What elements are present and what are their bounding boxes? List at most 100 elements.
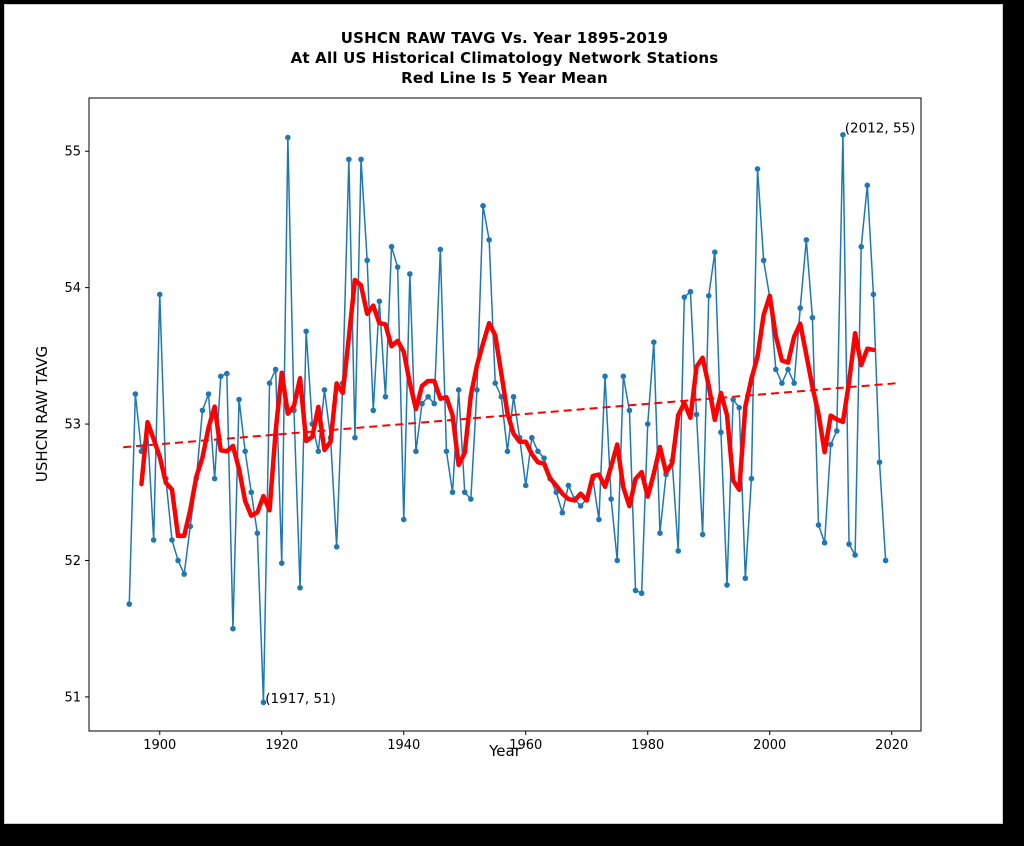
data-point — [742, 575, 749, 582]
data-point — [126, 601, 133, 607]
data-point — [504, 448, 511, 455]
data-point — [559, 509, 566, 516]
data-point — [821, 539, 828, 546]
point-annotation: (1917, 51) — [265, 691, 336, 707]
data-point — [785, 366, 791, 373]
data-point — [156, 291, 163, 298]
chart-title: USHCN RAW TAVG Vs. Year 1895-2019 At All… — [5, 28, 1004, 88]
y-tick-label: 54 — [64, 281, 81, 296]
data-point — [199, 407, 206, 414]
x-tick-label: 1920 — [265, 738, 298, 753]
data-point — [858, 243, 865, 250]
data-point — [602, 373, 608, 380]
data-point — [248, 489, 255, 496]
x-tick-label: 2020 — [875, 738, 908, 753]
data-point — [455, 387, 462, 393]
data-point — [352, 434, 358, 441]
data-point — [681, 294, 688, 300]
plot-frame — [88, 97, 922, 732]
data-point — [224, 370, 230, 377]
data-point — [242, 448, 248, 455]
data-point — [675, 548, 682, 554]
data-point — [278, 560, 285, 566]
data-point — [437, 246, 444, 253]
x-tick-label: 1940 — [387, 738, 420, 753]
data-point — [730, 396, 736, 403]
data-point — [815, 522, 822, 528]
data-point — [748, 475, 755, 482]
data-point — [181, 571, 187, 577]
data-point — [333, 544, 340, 550]
data-point — [443, 448, 450, 455]
x-tick-label: 1960 — [509, 738, 542, 753]
data-point — [541, 455, 547, 461]
data-point — [303, 328, 309, 335]
data-point — [486, 237, 492, 243]
data-point — [266, 380, 273, 386]
data-point — [779, 380, 785, 386]
y-tick-label: 53 — [64, 418, 81, 433]
data-point — [876, 459, 883, 466]
y-tick-label: 51 — [64, 690, 81, 705]
data-point — [236, 396, 242, 403]
data-point — [699, 531, 706, 538]
data-point — [724, 582, 730, 588]
data-point — [712, 249, 718, 255]
data-point — [346, 156, 352, 163]
data-point — [736, 404, 743, 411]
data-point — [419, 400, 425, 407]
five-year-mean-line — [139, 277, 876, 539]
data-point — [809, 314, 816, 321]
data-point — [364, 257, 370, 264]
data-point — [644, 421, 651, 427]
data-point — [260, 699, 267, 706]
data-point — [474, 387, 480, 393]
data-point — [626, 407, 633, 414]
data-point — [468, 496, 474, 502]
data-point — [693, 411, 700, 418]
data-point — [577, 503, 584, 509]
y-tick-label: 52 — [64, 554, 81, 569]
data-point — [150, 537, 157, 543]
data-point — [882, 557, 889, 564]
data-point — [687, 288, 694, 295]
point-annotation: (2012, 55) — [845, 121, 916, 137]
data-point — [846, 541, 852, 547]
data-point — [461, 489, 468, 496]
data-point — [638, 590, 645, 597]
data-point — [529, 434, 535, 441]
data-point — [132, 391, 139, 397]
x-tick-label: 1900 — [143, 738, 176, 753]
data-point — [211, 475, 218, 482]
chart-canvas: 51 52 53 54 55 1900 1920 1940 1960 1980 2000 2020 (2… — [64, 97, 922, 753]
x-tick-label: 2000 — [753, 738, 786, 753]
chart-page: USHCN RAW TAVG Vs. Year 1895-2019 At All… — [4, 4, 1003, 824]
data-point — [852, 552, 858, 558]
data-point — [297, 584, 303, 591]
data-point — [431, 400, 438, 407]
data-point — [522, 482, 529, 489]
data-point — [492, 380, 499, 386]
data-point — [205, 391, 212, 397]
data-point — [370, 407, 377, 414]
data-point — [358, 156, 364, 163]
data-point — [449, 489, 456, 496]
data-point — [535, 448, 541, 455]
data-point — [791, 380, 797, 386]
data-point — [376, 298, 383, 305]
data-point — [803, 237, 810, 243]
data-point — [175, 557, 181, 564]
data-point — [382, 393, 389, 400]
data-point — [632, 587, 639, 594]
data-point — [169, 537, 175, 543]
data-point — [480, 202, 486, 209]
data-point — [870, 291, 877, 298]
data-point — [614, 557, 621, 564]
data-point — [285, 134, 291, 141]
data-point — [718, 429, 724, 436]
chart-title-line2: At All US Historical Climatology Network… — [290, 49, 719, 67]
data-point — [407, 271, 413, 277]
data-point — [827, 441, 834, 448]
data-point — [230, 625, 236, 632]
